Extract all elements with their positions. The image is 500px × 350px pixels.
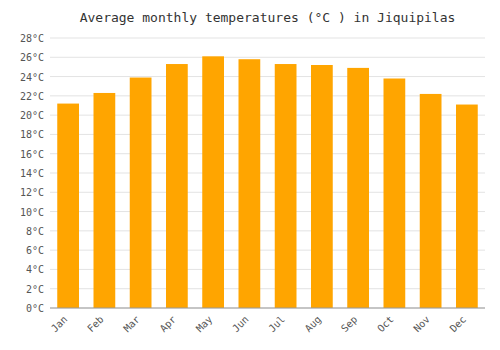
bar (202, 56, 224, 308)
x-tick-label: Feb (85, 314, 106, 335)
x-tick-label: Dec (448, 314, 469, 335)
y-tick-label: 20°C (20, 110, 44, 121)
grid-line (50, 57, 485, 58)
bar (130, 78, 152, 308)
x-tick-label: Oct (375, 314, 396, 335)
x-tick-label: Nov (411, 314, 432, 335)
x-tick-label: Aug (303, 314, 324, 335)
bar (347, 68, 369, 308)
bar (275, 64, 297, 308)
x-tick-label: Sep (339, 314, 360, 335)
bar (57, 104, 79, 308)
chart: Average monthly temperatures (°C ) in Ji… (0, 0, 500, 350)
y-tick-label: 18°C (20, 129, 44, 140)
x-tick-label: Jul (266, 314, 287, 335)
bar (166, 64, 188, 308)
y-tick-label: 24°C (20, 72, 44, 83)
y-tick-label: 0°C (26, 303, 44, 314)
y-tick-label: 28°C (20, 33, 44, 44)
y-tick-label: 2°C (26, 284, 44, 295)
bar (311, 65, 333, 308)
grid-line (50, 308, 485, 309)
bar (420, 94, 442, 308)
bars (57, 56, 478, 308)
y-tick-label: 8°C (26, 226, 44, 237)
y-tick-label: 16°C (20, 149, 44, 160)
x-tick-label: Jan (49, 314, 70, 335)
bar (94, 93, 116, 308)
y-tick-label: 12°C (20, 187, 44, 198)
bar (456, 105, 478, 308)
title: Average monthly temperatures (°C ) in Ji… (80, 10, 456, 25)
grid-line (50, 38, 485, 39)
bar (239, 59, 261, 308)
y-tick-label: 14°C (20, 168, 44, 179)
y-tick-label: 4°C (26, 264, 44, 275)
x-tick-label: Jun (230, 314, 251, 335)
grid (50, 38, 485, 308)
x-axis-line (50, 308, 485, 309)
x-tick-label: May (194, 314, 215, 335)
y-tick-label: 26°C (20, 52, 44, 63)
bar (384, 79, 406, 309)
y-tick-label: 6°C (26, 245, 44, 256)
grid-line (50, 76, 485, 77)
y-tick-label: 22°C (20, 91, 44, 102)
y-tick-label: 10°C (20, 207, 44, 218)
x-tick-label: Mar (121, 314, 142, 335)
x-tick-label: Apr (158, 314, 179, 335)
